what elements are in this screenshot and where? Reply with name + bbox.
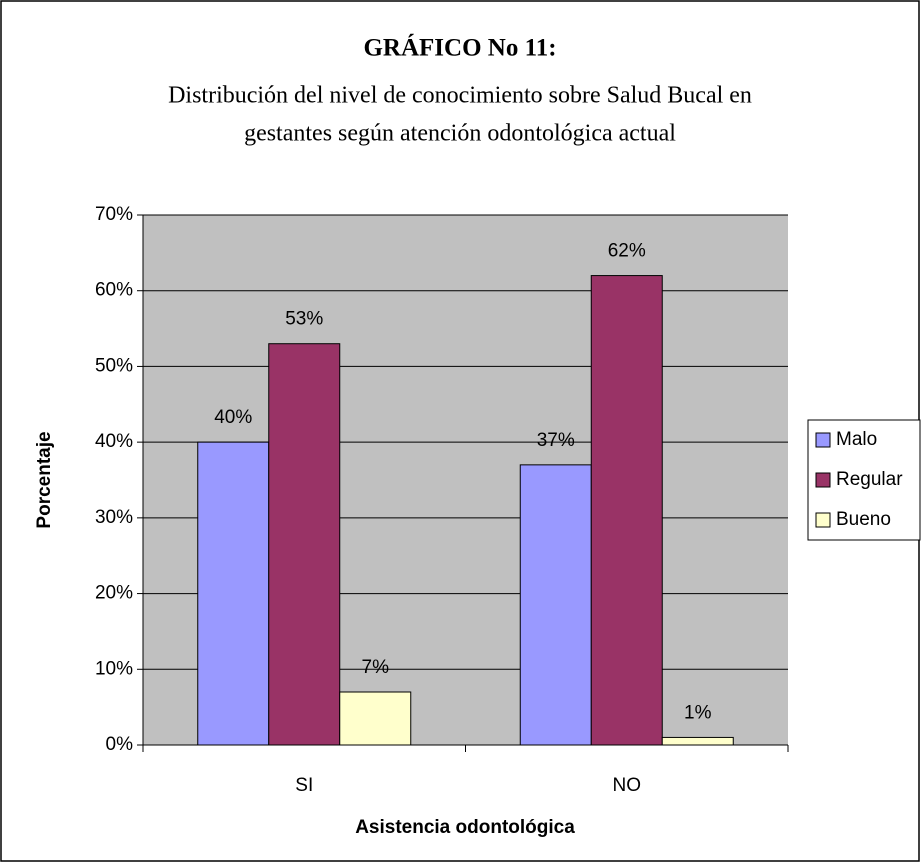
y-tick-label: 10% [95, 658, 133, 679]
legend-label: Malo [836, 429, 877, 450]
data-label: 53% [285, 309, 323, 330]
y-tick-label: 60% [95, 280, 133, 301]
legend-swatch [815, 512, 831, 528]
y-tick-label: 70% [95, 204, 133, 225]
data-label: 40% [214, 407, 252, 428]
x-axis-label: Asistencia odontológica [355, 817, 575, 838]
bar [590, 275, 663, 746]
legend-swatch [815, 432, 831, 448]
y-tick-label: 50% [95, 355, 133, 376]
data-label: 62% [608, 241, 646, 262]
chart-title: GRÁFICO No 11: [363, 34, 556, 62]
legend-swatch [815, 472, 831, 488]
y-tick-label: 30% [95, 507, 133, 528]
data-label: 37% [537, 430, 575, 451]
y-axis-label: Porcentaje [34, 431, 55, 528]
x-tick-label: SI [295, 775, 313, 796]
bar [661, 736, 734, 746]
bar [519, 464, 592, 746]
x-tick-label: NO [613, 775, 642, 796]
y-tick-label: 0% [106, 734, 134, 755]
legend-label: Bueno [836, 509, 891, 530]
y-tick-label: 20% [95, 583, 133, 604]
data-label: 7% [362, 657, 390, 678]
legend-label: Regular [836, 469, 903, 490]
chart-subtitle: Distribución del nivel de conocimiento s… [168, 83, 752, 109]
data-label: 1% [684, 702, 712, 723]
y-tick-label: 40% [95, 431, 133, 452]
chart-subtitle: gestantes según atención odontológica ac… [244, 121, 676, 147]
bar [268, 343, 341, 746]
bar [339, 691, 412, 746]
bar [197, 441, 270, 746]
